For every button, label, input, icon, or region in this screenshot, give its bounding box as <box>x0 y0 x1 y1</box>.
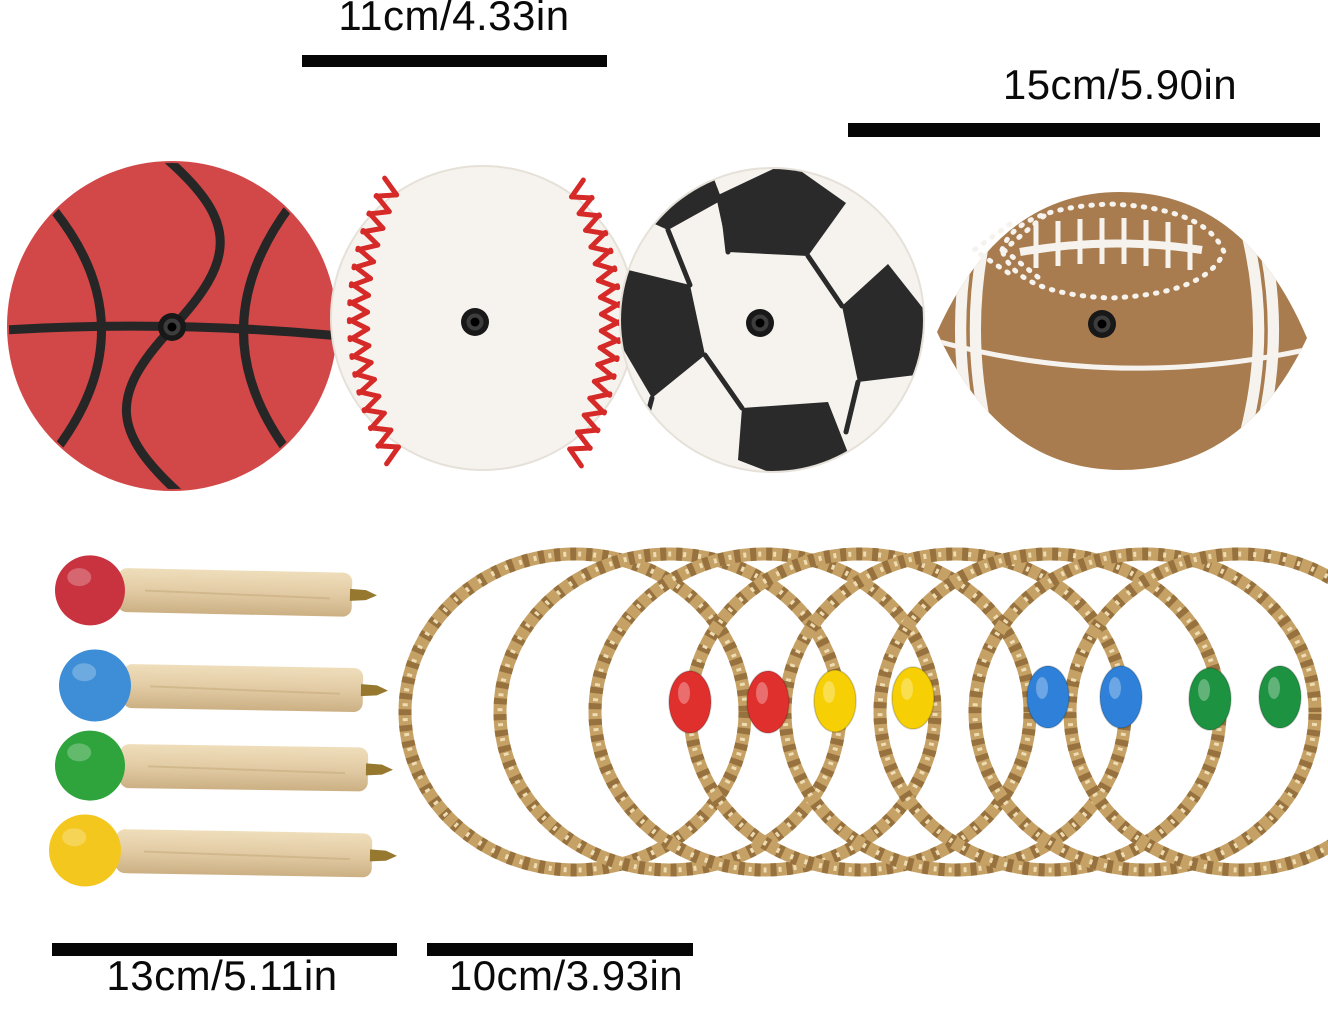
stitch-tick <box>574 427 601 435</box>
peg-blue <box>59 649 388 722</box>
stitch-tick <box>581 409 608 418</box>
bead-green <box>1258 665 1302 729</box>
bead-blue <box>1026 665 1070 729</box>
stitch-tick <box>352 371 377 382</box>
peg-green <box>55 730 393 801</box>
stitch-tick <box>360 228 381 248</box>
grommet <box>746 309 774 337</box>
stitch-tick <box>567 445 593 452</box>
screw-tip <box>365 763 393 776</box>
bead-green <box>1188 667 1232 731</box>
bead-blue <box>1099 665 1143 729</box>
rope-ring <box>968 547 1322 877</box>
peg-red <box>54 555 377 626</box>
ring-beads <box>668 665 1302 734</box>
peg-stick <box>119 744 369 792</box>
rope-ring <box>398 547 752 877</box>
peg-ball-blue <box>59 649 132 722</box>
stitch-tick <box>591 373 617 384</box>
stitch-tick <box>597 337 622 351</box>
stitch-tick <box>382 175 400 198</box>
stitch-tick <box>583 212 602 233</box>
measurement-bar-small-disc <box>302 55 607 67</box>
peg-stick <box>117 568 353 617</box>
rope-ring <box>1063 547 1328 877</box>
stitch-tick <box>349 353 374 366</box>
stitch-tick <box>355 245 377 265</box>
peg-ball-yellow <box>49 814 122 887</box>
stitch-tick <box>595 355 620 368</box>
stitch-tick <box>587 391 613 401</box>
pegs <box>49 555 397 887</box>
measurement-bar-large-disc <box>848 123 1320 137</box>
stitch-tick <box>367 425 394 433</box>
peg-stick <box>122 664 364 712</box>
stitch-tick <box>347 335 372 349</box>
measurement-label-small-disc: 11cm/4.33in <box>338 0 570 39</box>
stitch-tick <box>356 389 382 399</box>
stitch-tick <box>346 317 371 332</box>
stitch-tick <box>588 229 608 250</box>
football-disc <box>937 192 1307 470</box>
stitch-tick <box>348 281 372 298</box>
stitch-tick <box>576 194 595 217</box>
bead-yellow <box>891 666 935 730</box>
peg-ball-red <box>54 555 125 626</box>
rope-ring <box>588 547 942 877</box>
screw-tip <box>360 684 388 697</box>
soccer-ball-disc <box>619 167 925 473</box>
screw-tip <box>369 849 397 862</box>
stitch-tick <box>567 446 584 469</box>
stitch-tick <box>347 299 371 315</box>
baseball-stitches <box>346 175 623 469</box>
basketball-disc <box>7 161 337 491</box>
grommet <box>158 313 186 341</box>
stitch-tick <box>375 443 401 450</box>
football-laces <box>969 201 1227 301</box>
bead-red <box>668 670 712 734</box>
grommet <box>461 308 489 336</box>
stitch-tick <box>351 263 374 282</box>
measurement-bar-ring <box>427 943 693 956</box>
peg-yellow <box>49 814 397 887</box>
measurement-label-ring: 10cm/3.93in <box>448 952 684 999</box>
grommet <box>1088 310 1116 338</box>
stitch-tick <box>595 265 618 284</box>
stitch-tick <box>569 177 586 200</box>
bead-yellow <box>813 669 857 733</box>
stitch-tick <box>384 444 401 467</box>
measurement-label-large-disc: 15cm/5.90in <box>1002 61 1238 108</box>
stitch-tick <box>361 407 387 416</box>
stitch-tick <box>598 319 623 334</box>
stitch-tick <box>373 193 392 215</box>
peg-ball-green <box>55 730 126 801</box>
measurement-bar-peg <box>52 943 397 956</box>
peg-stick <box>115 829 373 878</box>
bead-red <box>746 670 790 734</box>
screw-tip <box>349 588 377 601</box>
stitch-tick <box>598 301 622 317</box>
stitch-tick <box>366 210 386 231</box>
stitch-tick <box>592 247 614 267</box>
measurement-label-peg: 13cm/5.11in <box>106 952 338 999</box>
soccer-patches <box>621 169 923 471</box>
stitch-tick <box>597 283 620 300</box>
rope-rings <box>398 547 1328 877</box>
baseball-disc <box>330 165 636 471</box>
